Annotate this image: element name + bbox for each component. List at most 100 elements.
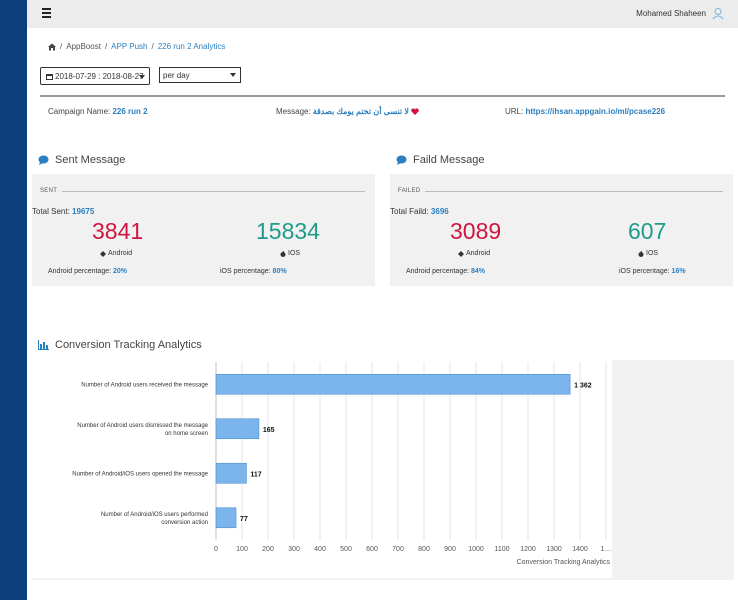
x-tick-label: 400: [314, 546, 326, 553]
ios-pct-label: iOS percentage:: [220, 268, 271, 275]
user-icon[interactable]: [712, 7, 724, 20]
android-label-text: Android: [108, 250, 133, 257]
failed-android-count: 3089: [450, 218, 502, 244]
total-sent-label: Total Sent:: [32, 207, 70, 216]
total-sent-value: 19675: [72, 207, 95, 216]
breadcrumb-appboost[interactable]: AppBoost: [66, 42, 101, 51]
heart-icon: [411, 108, 419, 115]
bar-value-label: 165: [263, 427, 275, 434]
total-failed: Total Faild: 3696: [390, 207, 449, 216]
x-tick-label: 600: [366, 546, 378, 553]
x-tick-label: 0: [214, 546, 218, 553]
message-value: لا تنسى أن تختم يومك بصدقة: [312, 107, 409, 116]
bar-value-label: 117: [250, 471, 261, 478]
bar: [215, 462, 247, 484]
url-label: URL:: [505, 107, 524, 116]
category-label: Number of Android/iOS users opened the m…: [72, 471, 208, 477]
bar: [215, 507, 237, 529]
breadcrumb-separator: /: [60, 42, 63, 51]
breadcrumb-current[interactable]: 226 run 2 Analytics: [157, 42, 226, 51]
x-tick-label: 100: [236, 546, 248, 553]
user-name[interactable]: Mohamed Shaheen: [636, 9, 706, 18]
conversion-title: Conversion Tracking Analytics: [38, 339, 202, 351]
category-label: Number of Android users dismissed the me…: [77, 423, 208, 437]
failed-head: FAILED: [398, 188, 421, 194]
apple-icon: [638, 250, 644, 257]
caret-down-icon: [230, 73, 236, 77]
android-label: Android: [458, 250, 490, 257]
comment-icon: [396, 155, 407, 165]
x-axis-title: Conversion Tracking Analytics: [517, 559, 611, 566]
campaign-url: URL: https://ihsan.appgain.io/ml/pcase22…: [505, 107, 665, 116]
apple-icon: [280, 250, 286, 257]
android-pct-value: 20%: [113, 268, 128, 275]
chart-side-panel: [612, 360, 734, 580]
x-tick-label: 800: [418, 546, 430, 553]
android-pct-value: 84%: [471, 268, 486, 275]
x-tick-label: 900: [444, 546, 456, 553]
calendar-icon: [46, 73, 53, 80]
divider: [40, 95, 725, 97]
x-tick-label: 200: [262, 546, 274, 553]
sidebar: [0, 0, 27, 600]
date-range-value: 2018-07-29 : 2018-08-27: [55, 71, 144, 81]
x-tick-label: 1…: [601, 546, 612, 553]
failed-android-percentage: Android percentage: 84%: [406, 268, 485, 275]
caret-down-icon: [139, 75, 145, 79]
top-bar: Mohamed Shaheen: [27, 0, 738, 28]
android-label: Android: [100, 250, 132, 257]
ios-label: IOS: [638, 250, 658, 257]
campaign-name: Campaign Name: 226 run 2: [48, 107, 148, 116]
bar: [215, 418, 260, 440]
url-value[interactable]: https://ihsan.appgain.io/ml/pcase226: [525, 107, 666, 116]
date-range-picker[interactable]: 2018-07-29 : 2018-08-27: [40, 67, 150, 85]
bar-value-label: 77: [240, 516, 248, 523]
campaign-name-label: Campaign Name:: [48, 107, 111, 116]
failed-panel: FAILED Total Faild: 3696 3089 Android 60…: [390, 174, 733, 286]
bar-value-label: 1 362: [574, 382, 592, 389]
ios-pct-value: 16%: [671, 268, 686, 275]
failed-ios-percentage: iOS percentage: 16%: [619, 268, 686, 275]
android-pct-label: Android percentage:: [406, 268, 470, 275]
ios-label: IOS: [280, 250, 300, 257]
category-label: Number of Android users received the mes…: [81, 382, 208, 388]
sent-ios-percentage: iOS percentage: 80%: [220, 268, 287, 275]
ios-pct-label: iOS percentage:: [619, 268, 670, 275]
failed-ios-count: 607: [628, 218, 667, 244]
sent-android-percentage: Android percentage: 20%: [48, 268, 127, 275]
x-tick-label: 1000: [468, 546, 484, 553]
x-tick-label: 1200: [520, 546, 536, 553]
category-label: Number of Android/iOS users performed con…: [101, 512, 208, 526]
menu-icon[interactable]: [42, 8, 52, 18]
x-tick-label: 1100: [494, 546, 509, 553]
conversion-title-text: Conversion Tracking Analytics: [55, 339, 202, 351]
android-icon: [458, 250, 464, 257]
android-label-text: Android: [466, 250, 491, 257]
total-sent: Total Sent: 19675: [32, 207, 94, 216]
x-tick-label: 1300: [546, 546, 562, 553]
comment-icon: [38, 155, 49, 165]
home-icon[interactable]: [48, 43, 56, 51]
android-pct-label: Android percentage:: [48, 268, 112, 275]
divider: [425, 191, 723, 192]
android-icon: [100, 250, 106, 257]
failed-title-text: Faild Message: [413, 154, 485, 166]
message-label: Message:: [276, 107, 311, 116]
conversion-chart: 0 100 200 300 400 500 600 700 800 900 1000 1100 1200…: [72, 362, 612, 566]
total-failed-label: Total Faild:: [390, 207, 429, 216]
sent-android-count: 3841: [92, 218, 144, 244]
x-tick-label: 1400: [572, 546, 588, 553]
x-tick-label: 500: [340, 546, 352, 553]
sent-head: SENT: [40, 188, 58, 194]
total-failed-value: 3696: [430, 207, 449, 216]
breadcrumb-separator: /: [104, 42, 108, 51]
breadcrumb-app-push[interactable]: APP Push: [111, 42, 148, 51]
campaign-name-value: 226 run 2: [112, 107, 148, 116]
period-select[interactable]: per day: [159, 67, 241, 83]
period-select-value: per day: [163, 70, 190, 80]
divider: [62, 191, 365, 192]
breadcrumb-separator: /: [151, 42, 154, 51]
ios-label-text: IOS: [288, 250, 301, 257]
ios-pct-value: 80%: [272, 268, 287, 275]
x-tick-label: 300: [288, 546, 300, 553]
